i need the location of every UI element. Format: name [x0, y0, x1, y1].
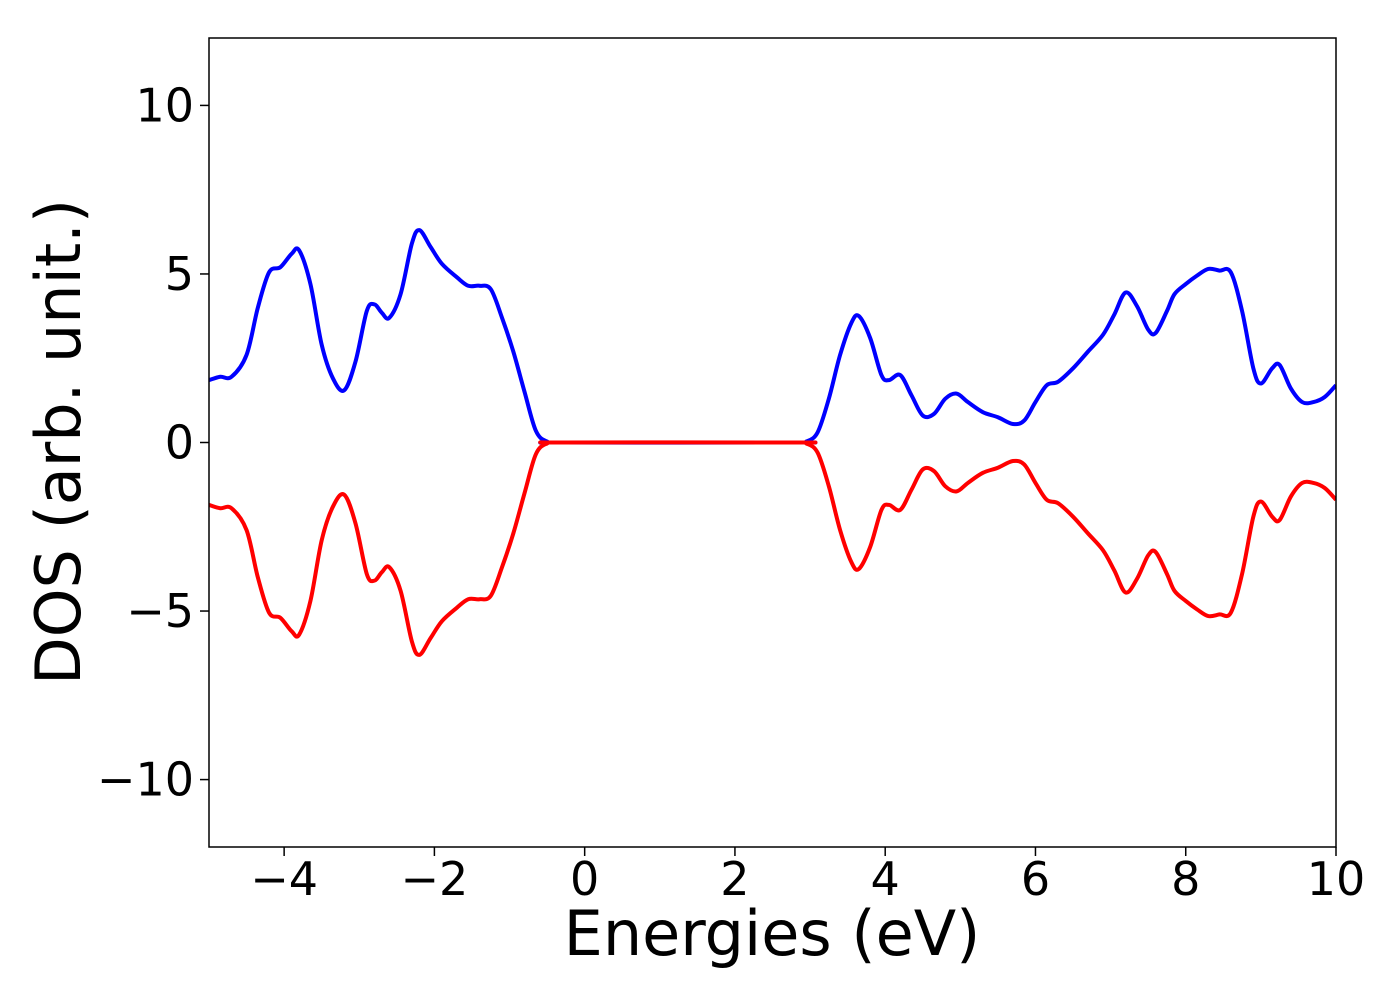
series-layer	[209, 228, 1336, 657]
y-tick-label: −5	[126, 584, 194, 638]
x-axis-ticks: −4 −2 0 2 4 6 8 10	[250, 847, 1365, 906]
x-tick-label: −4	[250, 852, 318, 906]
y-tick-label: 0	[165, 416, 194, 470]
series-line-negative	[209, 440, 1336, 657]
x-tick-label: 8	[1171, 852, 1200, 906]
y-tick-label: −10	[97, 753, 194, 807]
y-axis-ticks: −10 −5 0 5 10	[97, 78, 209, 807]
x-tick-label: 6	[1021, 852, 1050, 906]
y-axis-title: DOS (arb. unit.)	[22, 199, 95, 685]
x-tick-label: 10	[1307, 852, 1366, 906]
series-line-positive	[209, 228, 1336, 445]
y-tick-label: 5	[165, 247, 194, 301]
x-tick-label: −2	[400, 852, 468, 906]
y-tick-label: 10	[135, 78, 194, 132]
x-tick-label: 0	[570, 852, 599, 906]
x-tick-label: 2	[720, 852, 749, 906]
x-tick-label: 4	[871, 852, 900, 906]
x-axis-title: Energies (eV)	[564, 897, 981, 970]
